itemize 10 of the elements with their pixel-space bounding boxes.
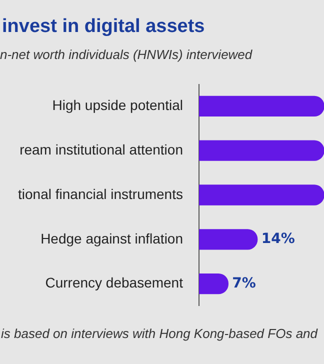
y-tick-label: ream institutional attention [20,141,183,158]
y-tick-label: Currency debasement [45,274,184,291]
y-tick-label: Hedge against inflation [40,230,183,246]
data-label: 7% [232,275,256,292]
chart-title: invest in digital assets [2,16,205,38]
text: is based on interviews with Hong Kong-based FOs and [1,326,318,341]
y-tick-label: High upside potential [52,97,183,114]
data-label: 14% [261,231,295,248]
y-tick-label: tional financial instruments [18,186,183,202]
chart-subtitle: n-net worth individuals (HNWIs) interviewed [0,47,252,62]
